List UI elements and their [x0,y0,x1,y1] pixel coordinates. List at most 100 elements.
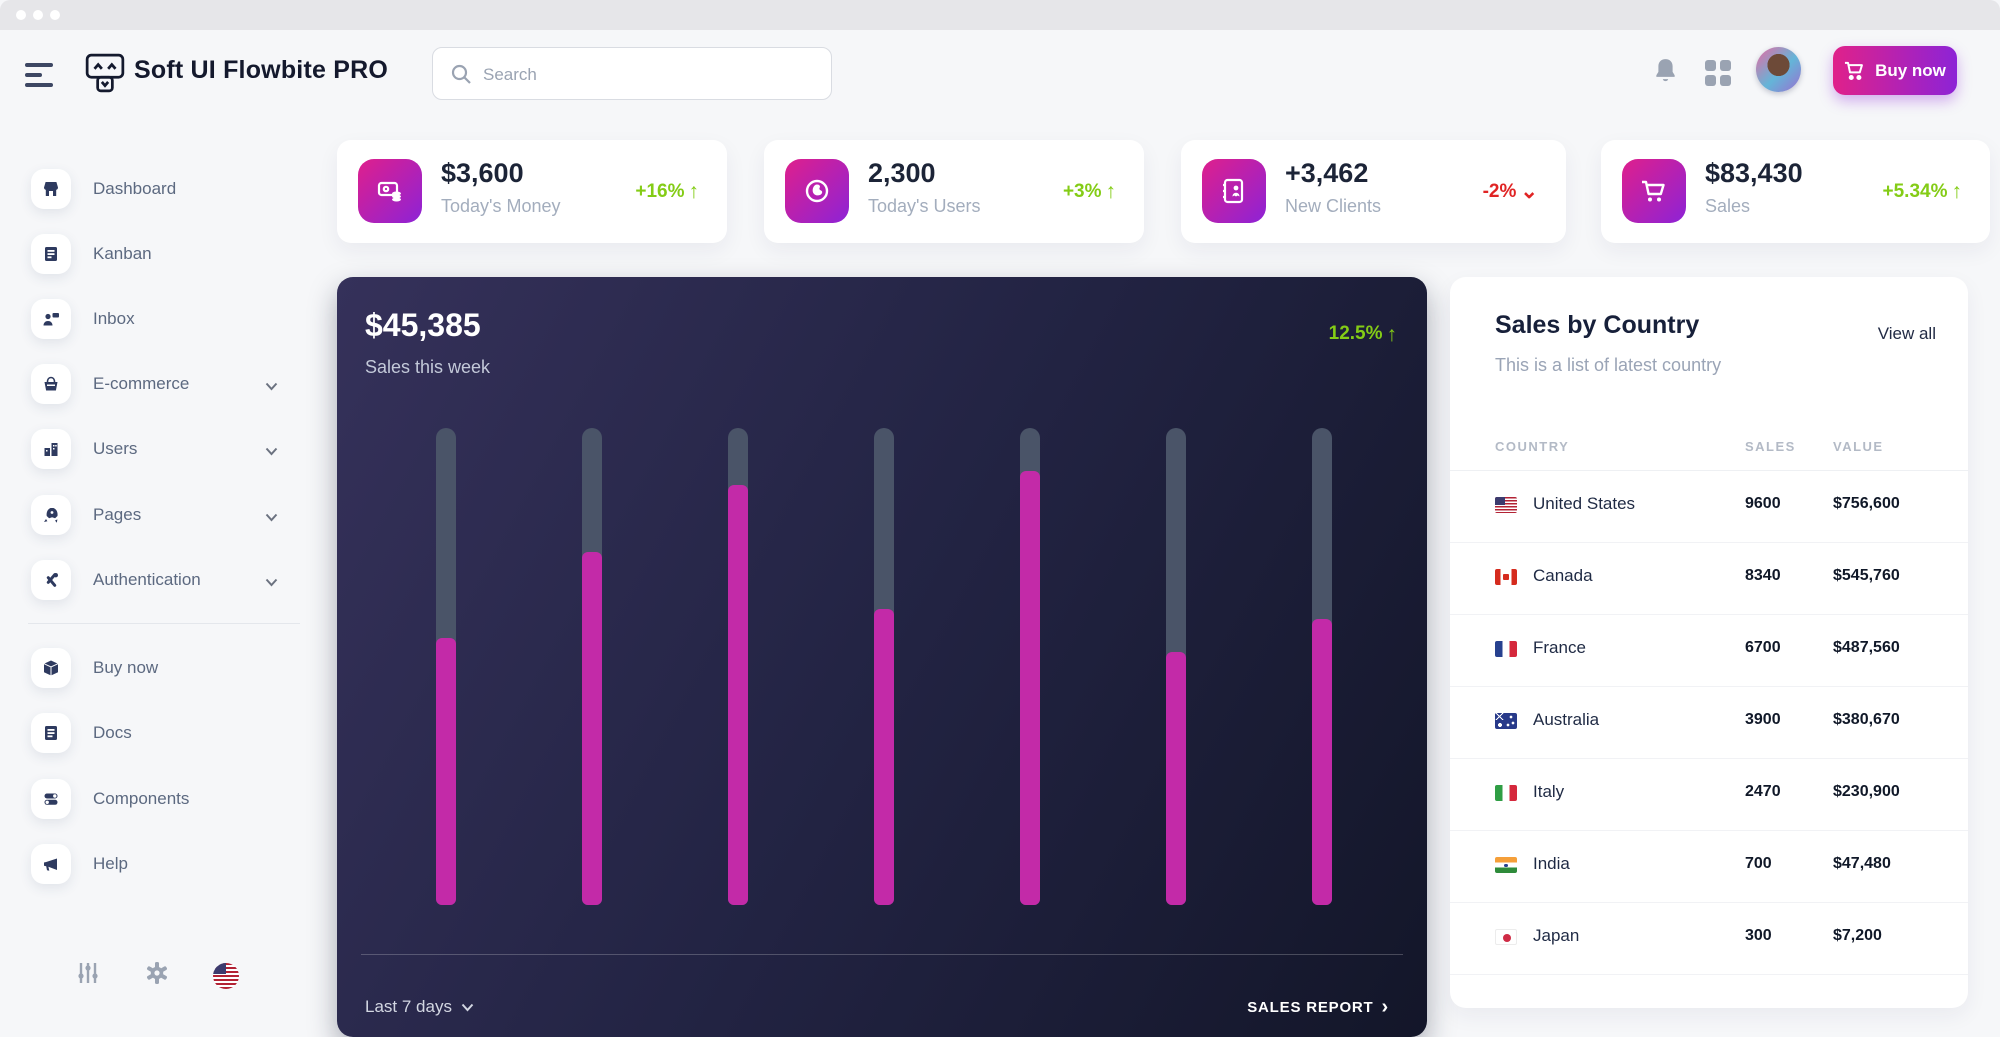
sidebar-item-buy-now[interactable]: Buy now [31,648,301,688]
stat-label: Today's Money [441,196,561,216]
sidebar-label: E-commerce [93,374,190,393]
cart-icon [1845,61,1864,80]
card-footer: Last 7 days SALES REPORT › [365,984,1389,1030]
sidebar-label: Authentication [93,570,201,589]
settings-gear-icon[interactable] [144,960,170,991]
sidebar-item-users[interactable]: Users [31,429,301,469]
chevron-down-icon [265,378,278,396]
sidebar-item-help[interactable]: Help [31,844,301,884]
buy-now-button[interactable]: Buy now [1833,46,1957,95]
country-value: $756,600 [1833,495,1900,512]
adjustments-icon[interactable] [75,960,101,991]
country-value: $380,670 [1833,711,1900,728]
sales-week-value: $45,385 [365,307,481,343]
bar-track [1166,428,1186,905]
sidebar-item-authentication[interactable]: Authentication [31,560,301,600]
sidebar-item-ecommerce[interactable]: E-commerce [31,364,301,404]
arrow-up-icon: ↑ [1386,323,1398,346]
table-row: Japan 300 $7,200 [1450,902,1968,975]
sidebar-label: Components [93,789,190,808]
app-logo-icon [84,52,126,99]
sidebar-item-inbox[interactable]: Inbox [31,299,301,339]
country-value: $7,200 [1833,927,1882,944]
sidebar-label: Docs [93,723,132,742]
stat-value: $3,600 [441,158,524,188]
country-name: India [1533,854,1570,873]
country-name: Italy [1533,782,1565,801]
chevron-right-icon: › [1381,996,1389,1018]
country-sales: 8340 [1745,567,1781,584]
sidebar-item-pages[interactable]: Pages [31,495,301,535]
flag-france-icon [1495,641,1517,657]
sidebar-item-docs[interactable]: Docs [31,713,301,753]
search-icon [451,64,471,84]
bar-track [1312,428,1332,905]
column-header-sales: SALES [1745,439,1796,454]
search-box[interactable] [432,47,832,101]
sidebar-item-dashboard[interactable]: Dashboard [31,169,301,209]
bar-fill [1312,618,1332,905]
flag-canada-icon [1495,569,1517,585]
window-titlebar [0,0,2000,30]
country-name: United States [1533,494,1636,513]
bar-track [1020,428,1040,905]
globe-user-icon [785,159,849,223]
address-book-icon [1202,159,1266,223]
sidebar-label: Kanban [93,244,152,263]
sales-week-label: Sales this week [365,357,491,377]
sales-week-delta: 12.5% ↑ [1328,323,1398,346]
country-sales: 6700 [1745,639,1781,656]
stat-label: New Clients [1285,196,1382,216]
notifications-bell-icon[interactable] [1652,57,1679,90]
board-icon [31,234,71,274]
basket-icon [31,364,71,404]
country-value: $230,900 [1833,783,1900,800]
view-all-button[interactable]: View all [1872,323,1942,345]
stat-value: 2,300 [868,158,936,188]
cube-icon [31,648,71,688]
bar-track [728,428,748,905]
country-value: $545,760 [1833,567,1900,584]
window-dot[interactable] [50,10,60,20]
table-row: India 700 $47,480 [1450,830,1968,903]
arrow-up-icon: ↑ [1951,179,1963,203]
bar-track [582,428,602,905]
user-avatar[interactable] [1756,47,1801,92]
stat-delta: +16% ↑ [635,179,699,203]
flag-australia-icon [1495,713,1517,729]
sidebar-label: Dashboard [93,179,177,198]
sidebar-item-kanban[interactable]: Kanban [31,234,301,274]
sidebar-label: Help [93,854,128,873]
period-dropdown[interactable]: Last 7 days [365,997,474,1017]
sales-report-link[interactable]: SALES REPORT › [1247,996,1389,1018]
toggles-icon [31,779,71,819]
flag-india-icon [1495,857,1517,873]
sidebar-toggle-button[interactable] [25,63,53,89]
language-us-flag-icon[interactable] [213,962,239,989]
sidebar-item-components[interactable]: Components [31,779,301,819]
card-subtitle: This is a list of latest country [1495,355,1722,375]
bar-track [874,428,894,905]
country-sales: 300 [1745,927,1772,944]
column-header-value: VALUE [1833,439,1884,454]
search-input[interactable] [481,48,815,101]
table-row: Canada 8340 $545,760 [1450,542,1968,615]
country-sales: 700 [1745,855,1772,872]
window-dot[interactable] [16,10,26,20]
bar-fill [582,552,602,905]
window-dot[interactable] [33,10,43,20]
apps-grid-icon[interactable] [1705,60,1731,86]
store-icon [31,169,71,209]
chevron-down-icon [265,574,278,592]
sidebar-label: Pages [93,505,142,524]
sidebar-label: Inbox [93,309,135,328]
country-sales: 9600 [1745,495,1781,512]
cart-icon [1622,159,1686,223]
country-value: $47,480 [1833,855,1891,872]
country-name: Australia [1533,710,1600,729]
stat-value: +3,462 [1285,158,1369,188]
stat-label: Sales [1705,196,1751,216]
country-name: Canada [1533,566,1593,585]
tools-icon [31,560,71,600]
stat-card-sales: $83,430 Sales +5.34% ↑ [1601,140,1990,243]
